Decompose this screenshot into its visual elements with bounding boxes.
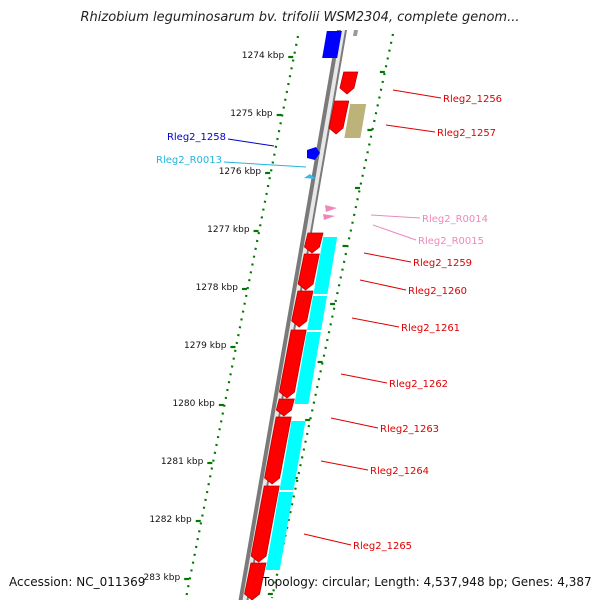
gene-rleg2-1259-feature[interactable] [304,232,324,254]
ruler-tick-label: 1276 kbp [219,167,262,177]
ruler-tick-label: 1274 kbp [242,51,285,61]
label-leader-line [340,373,388,384]
gene-rleg2-1260-feature[interactable] [297,253,320,291]
ruler-tick-label: 1280 kbp [172,399,215,409]
cyan-feature-band[interactable] [279,421,306,490]
gene-rleg2-1262b-feature[interactable] [275,398,295,417]
label-leader-line [385,124,436,133]
ruler-tick-label: 1279 kbp [184,341,227,351]
label-leader-line [320,460,369,471]
topology-text: Topology: circular; Length: 4,537,948 bp… [262,575,592,589]
gene-label[interactable]: Rleg2_1260 [408,286,467,297]
gene-label[interactable]: Rleg2_R0015 [418,236,484,247]
olive-feature-block[interactable] [344,104,367,138]
gene-rleg2-1257-feature[interactable] [328,100,350,135]
gene-rleg2-1264-feature[interactable] [250,485,280,563]
gene-label[interactable]: Rleg2_1262 [389,379,448,390]
label-leader-line [223,161,307,168]
gene-label[interactable]: Rleg2_1263 [380,424,439,435]
track-top-mark [352,30,358,36]
label-leader-line [351,317,400,328]
gene-label[interactable]: Rleg2_1265 [353,541,412,552]
label-leader-line [363,252,412,263]
ruler-right-dotted [270,33,395,599]
label-leader-line [370,214,421,219]
label-leader-line [330,417,379,429]
gene-rleg2-1261-feature[interactable] [291,290,314,328]
map-title: Rhizobium leguminosarum bv. trifolii WSM… [80,10,520,25]
gene-rleg2-1265-feature[interactable] [244,562,267,600]
gene-rleg2-1262-feature[interactable] [279,329,307,399]
cyan-feature-band[interactable] [265,492,294,570]
gene-label[interactable]: Rleg2_1261 [401,323,460,334]
cyan-feature-band[interactable] [313,237,338,294]
ruler-tick-label: 1275 kbp [230,109,273,119]
ruler-tick-label: 1277 kbp [207,225,250,235]
gene-label[interactable]: Rleg2_1259 [413,258,472,269]
ruler-tick-label: 283 kbp [143,573,180,583]
label-leader-line [227,138,275,147]
label-leader-line [359,279,407,291]
rna-rleg2-r0015-mark[interactable] [323,214,335,220]
ruler-tick-label: 1281 kbp [161,457,204,467]
label-leader-line [392,89,442,99]
gene-block-blue-top[interactable] [322,31,342,58]
gene-rleg2-1258-mark[interactable] [307,147,320,160]
ruler-tick-label: 1282 kbp [149,515,192,525]
gene-label[interactable]: Rleg2_1258 [167,132,226,143]
gene-label[interactable]: Rleg2_R0013 [156,155,222,166]
ruler-tick-label: 1278 kbp [196,283,239,293]
label-leader-line [303,533,352,546]
gene-rleg2-1256-feature[interactable] [339,71,359,95]
gene-label[interactable]: Rleg2_R0014 [422,214,488,225]
accession-text: Accession: NC_011369 [9,575,146,589]
gene-label[interactable]: Rleg2_1256 [443,94,502,105]
rna-rleg2-r0013-mark[interactable] [304,174,316,179]
gene-label[interactable]: Rleg2_1257 [437,128,496,139]
rna-rleg2-r0014-mark[interactable] [325,205,337,212]
label-leader-line [372,224,417,241]
cyan-feature-band[interactable] [307,296,328,330]
cyan-feature-band[interactable] [294,332,321,404]
gene-label[interactable]: Rleg2_1264 [370,466,429,477]
gene-rleg2-1263-feature[interactable] [264,416,292,485]
